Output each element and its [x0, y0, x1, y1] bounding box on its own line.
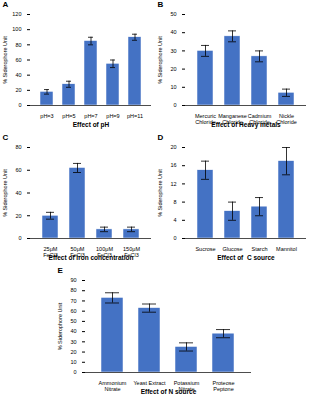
svg-text:60: 60 [15, 57, 21, 63]
svg-text:30: 30 [170, 48, 176, 54]
svg-text:D: D [158, 133, 164, 142]
svg-text:60: 60 [15, 167, 21, 173]
svg-text:8: 8 [173, 199, 176, 205]
svg-text:% Siderophore Unit: % Siderophore Unit [157, 169, 163, 217]
svg-text:Glucose: Glucose [222, 246, 242, 252]
svg-text:40: 40 [70, 328, 76, 334]
svg-text:% Siderophore Unit: % Siderophore Unit [57, 302, 63, 350]
svg-text:50: 50 [70, 318, 76, 324]
svg-text:40: 40 [15, 190, 21, 196]
svg-text:% Siderophore Unit: % Siderophore Unit [2, 169, 8, 217]
svg-text:B: B [158, 0, 164, 9]
svg-text:10: 10 [70, 359, 76, 365]
svg-text:Effect of C source: Effect of C source [217, 254, 275, 261]
svg-text:pH=3: pH=3 [40, 113, 53, 119]
svg-text:90: 90 [70, 277, 76, 283]
svg-text:50: 50 [170, 11, 176, 17]
svg-text:pH=7: pH=7 [84, 113, 97, 119]
svg-text:30: 30 [70, 339, 76, 345]
svg-text:pH=5: pH=5 [62, 113, 75, 119]
svg-text:Effect of iron concentration: Effect of iron concentration [49, 254, 134, 261]
svg-text:0: 0 [173, 235, 176, 241]
svg-text:A: A [3, 0, 9, 9]
svg-text:Effect of N source: Effect of N source [141, 388, 197, 395]
svg-text:0: 0 [18, 235, 21, 241]
svg-text:Effect of pH: Effect of pH [73, 121, 110, 129]
svg-text:Mannitol: Mannitol [276, 246, 297, 252]
svg-text:Effect of Heavy metals: Effect of Heavy metals [211, 121, 281, 129]
svg-text:80: 80 [15, 144, 21, 150]
svg-text:% Siderophore Unit: % Siderophore Unit [2, 36, 8, 84]
svg-text:10: 10 [170, 84, 176, 90]
svg-text:20: 20 [170, 66, 176, 72]
svg-text:80: 80 [70, 287, 76, 293]
svg-text:16: 16 [170, 162, 176, 168]
svg-text:80: 80 [15, 42, 21, 48]
svg-text:pH=11: pH=11 [127, 113, 143, 119]
svg-text:20: 20 [15, 87, 21, 93]
svg-text:% Siderophore Unit: % Siderophore Unit [157, 36, 163, 84]
svg-text:Sucrose: Sucrose [195, 246, 215, 252]
svg-text:0: 0 [173, 102, 176, 108]
svg-text:120: 120 [12, 11, 21, 17]
svg-text:AmmoniumNitrate: AmmoniumNitrate [99, 380, 127, 392]
svg-text:40: 40 [15, 72, 21, 78]
svg-text:C: C [3, 133, 9, 142]
svg-text:4: 4 [173, 217, 176, 223]
svg-text:100: 100 [12, 26, 21, 32]
svg-text:ProteosePeptone: ProteosePeptone [212, 380, 234, 392]
svg-text:0: 0 [73, 369, 76, 375]
svg-text:E: E [58, 266, 64, 275]
svg-text:Starch: Starch [252, 246, 268, 252]
svg-text:20: 20 [70, 349, 76, 355]
svg-text:20: 20 [170, 144, 176, 150]
svg-text:20: 20 [15, 213, 21, 219]
svg-text:pH=9: pH=9 [106, 113, 119, 119]
svg-text:0: 0 [18, 102, 21, 108]
svg-text:70: 70 [70, 298, 76, 304]
svg-text:Yeast Extract: Yeast Extract [133, 380, 166, 386]
svg-text:60: 60 [70, 308, 76, 314]
svg-text:12: 12 [170, 181, 176, 187]
svg-text:40: 40 [170, 29, 176, 35]
